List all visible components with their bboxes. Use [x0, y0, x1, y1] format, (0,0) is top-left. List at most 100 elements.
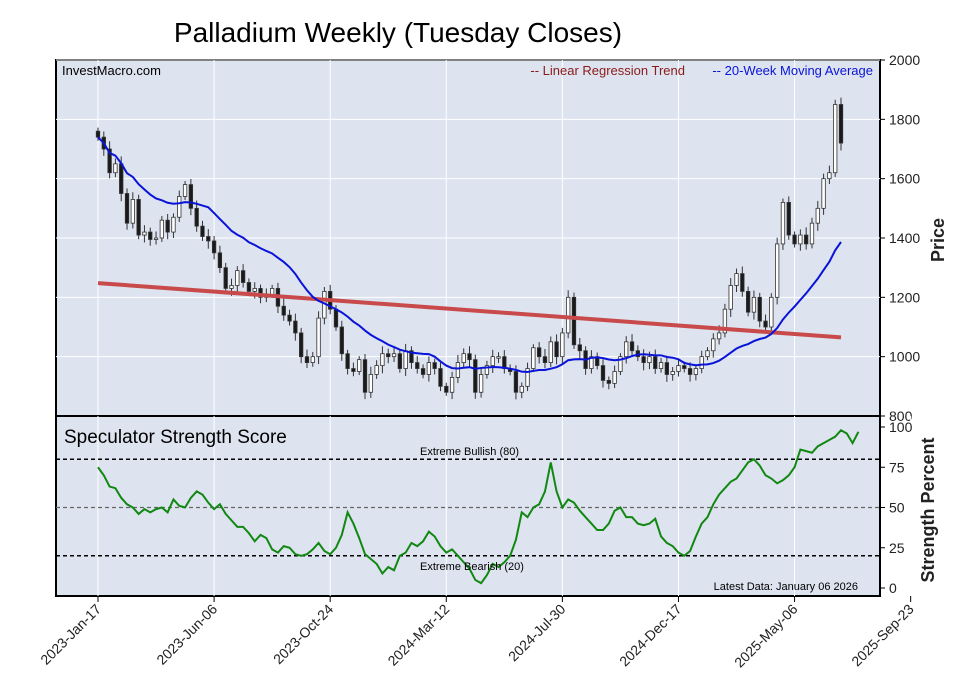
- candle-body: [391, 353, 397, 358]
- candle-body: [148, 231, 153, 240]
- candle-body: [246, 282, 252, 292]
- x-axis-ticks: 2023-Jan-17 2023-Jun-06 2023-Oct-24 2024-Ma…: [37, 596, 917, 670]
- x-tick-label: 2024-Dec-17: [616, 601, 685, 670]
- x-tick-label: 2023-Jun-06: [153, 601, 220, 668]
- candle-body: [798, 234, 803, 245]
- x-tick-label: 2024-Mar-12: [384, 601, 452, 669]
- candle-body: [420, 368, 426, 375]
- strength-tick-label: 75: [889, 459, 905, 475]
- candle-body: [490, 356, 495, 366]
- candle-body: [786, 201, 791, 236]
- candle-body: [345, 353, 350, 369]
- candle-body: [194, 207, 199, 227]
- candle-body: [113, 163, 118, 174]
- candle-body: [415, 362, 420, 369]
- candle-body: [287, 314, 292, 322]
- candle-body: [745, 290, 751, 313]
- candle-body: [269, 288, 275, 295]
- legend-ma-label: -- 20-Week Moving Average: [712, 63, 873, 78]
- candle-body: [705, 350, 710, 358]
- strength-score-line: [97, 428, 860, 585]
- candle-body: [496, 356, 501, 359]
- price-tick-label: 1600: [889, 171, 920, 187]
- candle-body: [542, 356, 548, 363]
- candle-body: [653, 356, 658, 369]
- candle-body: [333, 308, 339, 328]
- strength-axis-label: Strength Percent: [918, 437, 938, 582]
- candle-body: [780, 201, 786, 245]
- candle-body: [95, 130, 101, 138]
- extreme-bearish-label: Extreme Bearish (20): [420, 561, 524, 573]
- candle-body: [629, 341, 635, 352]
- x-tick-label: 2023-Oct-24: [270, 601, 336, 667]
- candle-body: [525, 368, 530, 387]
- candle-body: [827, 172, 832, 180]
- candle-body: [809, 222, 815, 245]
- candle-body: [217, 252, 223, 269]
- candle-body: [235, 270, 240, 286]
- candle-body: [351, 368, 356, 372]
- candle-body: [467, 353, 472, 361]
- candle-body: [368, 374, 373, 393]
- candle-body: [554, 341, 559, 358]
- candle-body: [200, 225, 205, 237]
- candle-body: [722, 308, 728, 334]
- candle-body: [119, 163, 124, 194]
- candle-body: [357, 359, 362, 372]
- candle-body: [484, 365, 490, 375]
- candle-body: [449, 377, 455, 393]
- candle-body: [403, 350, 408, 369]
- x-tick-label: 2024-Jul-30: [505, 601, 569, 665]
- candle-body: [728, 285, 733, 310]
- candle-body: [438, 368, 443, 387]
- candle-body: [618, 356, 623, 372]
- candle-body: [339, 326, 344, 355]
- price-tick-label: 1400: [889, 230, 920, 246]
- candle-body: [537, 347, 542, 358]
- candle-body: [304, 356, 310, 363]
- extreme-bullish-label: Extreme Bullish (80): [420, 446, 519, 458]
- strength-tick-label: 50: [889, 500, 905, 516]
- candle-body: [171, 216, 176, 233]
- candle-body: [792, 234, 797, 245]
- candle-body: [658, 362, 664, 369]
- strength-axis-ticks: 0 25 50 75 100: [880, 419, 913, 596]
- price-tick-label: 1000: [889, 349, 920, 365]
- candle-body: [664, 362, 670, 375]
- candle-body: [647, 356, 652, 363]
- candle-body: [751, 296, 757, 313]
- candle-body: [577, 344, 582, 352]
- candle-body: [815, 207, 820, 224]
- moving-average-line: [97, 136, 842, 373]
- candle-body: [188, 184, 194, 209]
- candle-body: [519, 385, 524, 393]
- candle-body: [455, 362, 461, 378]
- candle-body: [682, 365, 687, 369]
- x-tick-label: 2025-May-06: [731, 601, 801, 671]
- candle-body: [473, 359, 478, 393]
- candle-body: [548, 341, 553, 364]
- candle-body: [107, 148, 112, 174]
- candle-body: [124, 193, 130, 224]
- candle-body: [281, 305, 286, 316]
- candle-body: [316, 317, 321, 358]
- candle-body: [432, 362, 437, 369]
- x-tick-label: 2025-Sep-23: [848, 601, 917, 670]
- candle-body: [769, 296, 774, 328]
- candle-body: [211, 240, 217, 254]
- candle-body: [600, 365, 606, 381]
- candle-body: [838, 104, 844, 144]
- latest-data-label: Latest Data: January 06 2026: [714, 581, 858, 593]
- candle-body: [560, 332, 565, 358]
- candle-body: [136, 199, 141, 236]
- candle-body: [566, 296, 571, 334]
- candle-body: [380, 353, 385, 366]
- price-tick-label: 1800: [889, 111, 920, 127]
- strength-tick-label: 0: [889, 580, 897, 596]
- candle-body: [612, 371, 617, 384]
- candle-body: [397, 353, 402, 369]
- strength-grid: [97, 416, 912, 596]
- candle-body: [763, 320, 768, 328]
- candle-body: [693, 368, 699, 375]
- candle-body: [461, 353, 466, 364]
